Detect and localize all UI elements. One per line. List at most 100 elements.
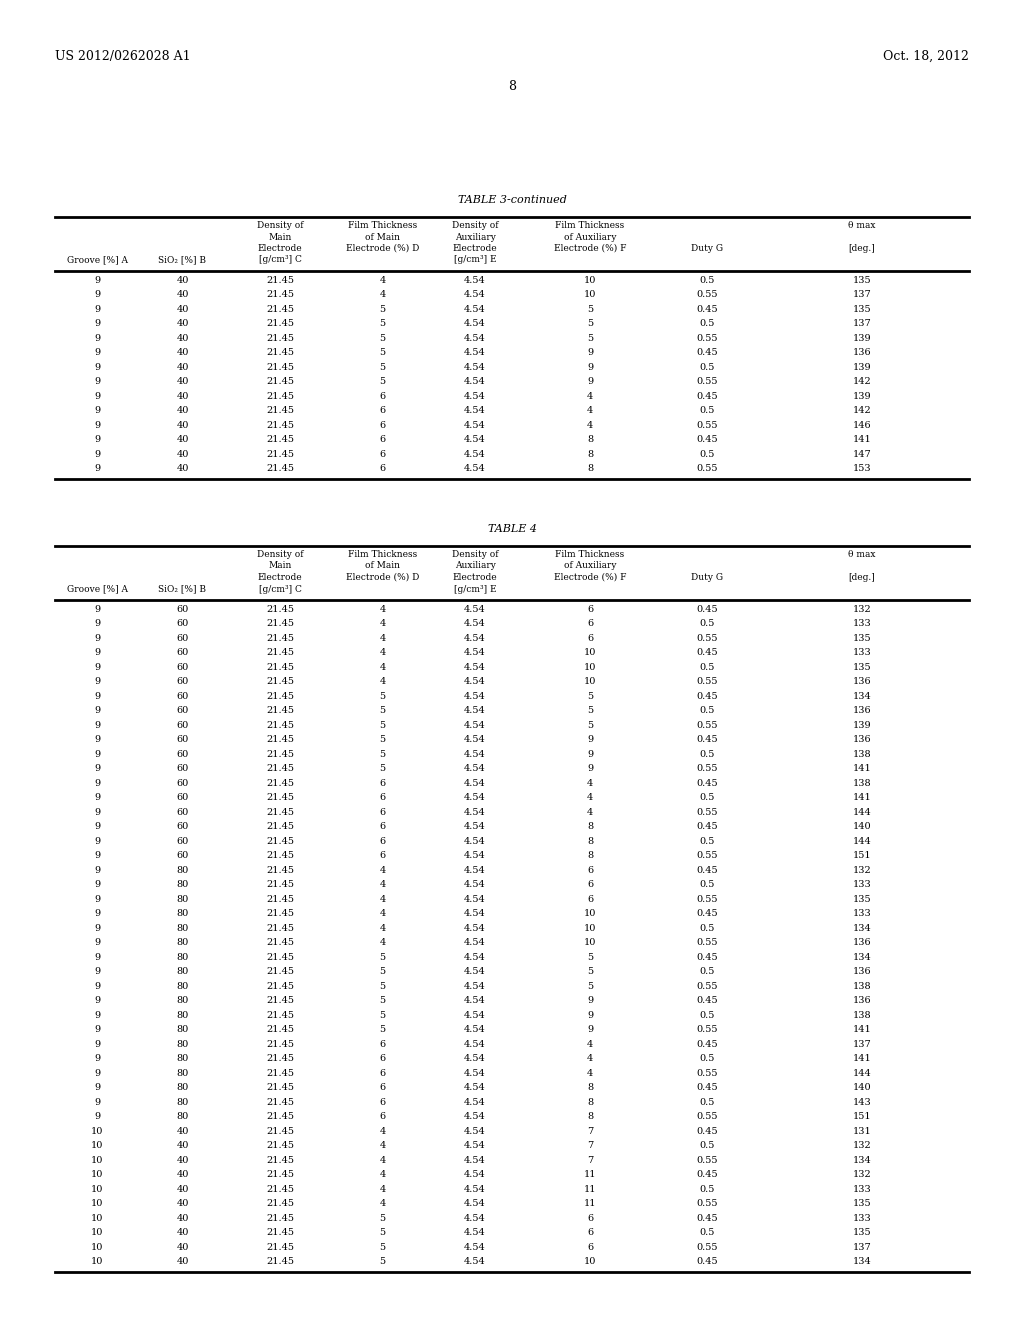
Text: 9: 9	[94, 392, 100, 401]
Text: 21.45: 21.45	[266, 1113, 294, 1122]
Text: 4.54: 4.54	[464, 764, 485, 774]
Text: 9: 9	[94, 1084, 100, 1093]
Text: 40: 40	[176, 392, 188, 401]
Text: 142: 142	[853, 378, 871, 387]
Text: 136: 136	[853, 706, 871, 715]
Text: 21.45: 21.45	[266, 808, 294, 817]
Text: 0.45: 0.45	[696, 392, 718, 401]
Text: θ max: θ max	[848, 550, 876, 558]
Text: 9: 9	[94, 605, 100, 614]
Text: 4: 4	[379, 939, 386, 948]
Text: 137: 137	[853, 1040, 871, 1049]
Text: 21.45: 21.45	[266, 1185, 294, 1193]
Text: 4.54: 4.54	[464, 851, 485, 861]
Text: 6: 6	[587, 1243, 593, 1251]
Text: 9: 9	[94, 895, 100, 904]
Text: 21.45: 21.45	[266, 378, 294, 387]
Text: 4.54: 4.54	[464, 837, 485, 846]
Text: US 2012/0262028 A1: US 2012/0262028 A1	[55, 50, 190, 63]
Text: 21.45: 21.45	[266, 750, 294, 759]
Text: 9: 9	[94, 721, 100, 730]
Text: 5: 5	[380, 692, 386, 701]
Text: 5: 5	[380, 334, 386, 343]
Text: 4.54: 4.54	[464, 808, 485, 817]
Text: 4.54: 4.54	[464, 1026, 485, 1035]
Text: 142: 142	[853, 407, 871, 416]
Text: 9: 9	[587, 1026, 593, 1035]
Text: 4.54: 4.54	[464, 619, 485, 628]
Text: 132: 132	[853, 1142, 871, 1151]
Text: Groove [%] A: Groove [%] A	[67, 585, 128, 594]
Text: 6: 6	[380, 421, 386, 430]
Text: 141: 141	[853, 793, 871, 803]
Text: 4: 4	[379, 677, 386, 686]
Text: 9: 9	[94, 648, 100, 657]
Text: 10: 10	[584, 939, 596, 948]
Text: of Main: of Main	[365, 232, 400, 242]
Text: 4.54: 4.54	[464, 706, 485, 715]
Text: 9: 9	[94, 924, 100, 933]
Text: 21.45: 21.45	[266, 822, 294, 832]
Text: 6: 6	[380, 822, 386, 832]
Text: 4.54: 4.54	[464, 648, 485, 657]
Text: 21.45: 21.45	[266, 895, 294, 904]
Text: Duty G: Duty G	[691, 573, 724, 582]
Text: 0.55: 0.55	[696, 939, 718, 948]
Text: 21.45: 21.45	[266, 305, 294, 314]
Text: TABLE 4: TABLE 4	[487, 524, 537, 535]
Text: 9: 9	[94, 866, 100, 875]
Text: 5: 5	[380, 378, 386, 387]
Text: 6: 6	[380, 851, 386, 861]
Text: 9: 9	[94, 822, 100, 832]
Text: 140: 140	[853, 822, 871, 832]
Text: 6: 6	[380, 1098, 386, 1107]
Text: 11: 11	[584, 1200, 596, 1208]
Text: 21.45: 21.45	[266, 880, 294, 890]
Text: 9: 9	[587, 363, 593, 372]
Text: 40: 40	[176, 1243, 188, 1251]
Text: 0.5: 0.5	[699, 793, 715, 803]
Text: 10: 10	[91, 1258, 103, 1266]
Text: 136: 136	[853, 939, 871, 948]
Text: 40: 40	[176, 276, 188, 285]
Text: 8: 8	[587, 1098, 593, 1107]
Text: 4.54: 4.54	[464, 290, 485, 300]
Text: 6: 6	[380, 465, 386, 474]
Text: 0.5: 0.5	[699, 1098, 715, 1107]
Text: 0.55: 0.55	[696, 808, 718, 817]
Text: 21.45: 21.45	[266, 663, 294, 672]
Text: 4: 4	[379, 895, 386, 904]
Text: 6: 6	[380, 392, 386, 401]
Text: 141: 141	[853, 1026, 871, 1035]
Text: Oct. 18, 2012: Oct. 18, 2012	[883, 50, 969, 63]
Text: 21.45: 21.45	[266, 939, 294, 948]
Text: 6: 6	[380, 1113, 386, 1122]
Text: 9: 9	[94, 939, 100, 948]
Text: 141: 141	[853, 436, 871, 445]
Text: 4.54: 4.54	[464, 1200, 485, 1208]
Text: 4.54: 4.54	[464, 822, 485, 832]
Text: 40: 40	[176, 1200, 188, 1208]
Text: 40: 40	[176, 378, 188, 387]
Text: 0.5: 0.5	[699, 750, 715, 759]
Text: 139: 139	[853, 334, 871, 343]
Text: 4.54: 4.54	[464, 866, 485, 875]
Text: 4: 4	[587, 1069, 593, 1078]
Text: 21.45: 21.45	[266, 1069, 294, 1078]
Text: 136: 136	[853, 735, 871, 744]
Text: 80: 80	[176, 1084, 188, 1093]
Text: 60: 60	[176, 822, 188, 832]
Text: 5: 5	[380, 706, 386, 715]
Text: 40: 40	[176, 450, 188, 459]
Text: 0.5: 0.5	[699, 880, 715, 890]
Text: 80: 80	[176, 1113, 188, 1122]
Text: Groove [%] A: Groove [%] A	[67, 256, 128, 264]
Text: 10: 10	[91, 1214, 103, 1222]
Text: 9: 9	[94, 982, 100, 991]
Text: 21.45: 21.45	[266, 605, 294, 614]
Text: 5: 5	[380, 997, 386, 1006]
Text: 4: 4	[379, 1142, 386, 1151]
Text: 4.54: 4.54	[464, 1011, 485, 1020]
Text: 135: 135	[853, 895, 871, 904]
Text: 138: 138	[853, 982, 871, 991]
